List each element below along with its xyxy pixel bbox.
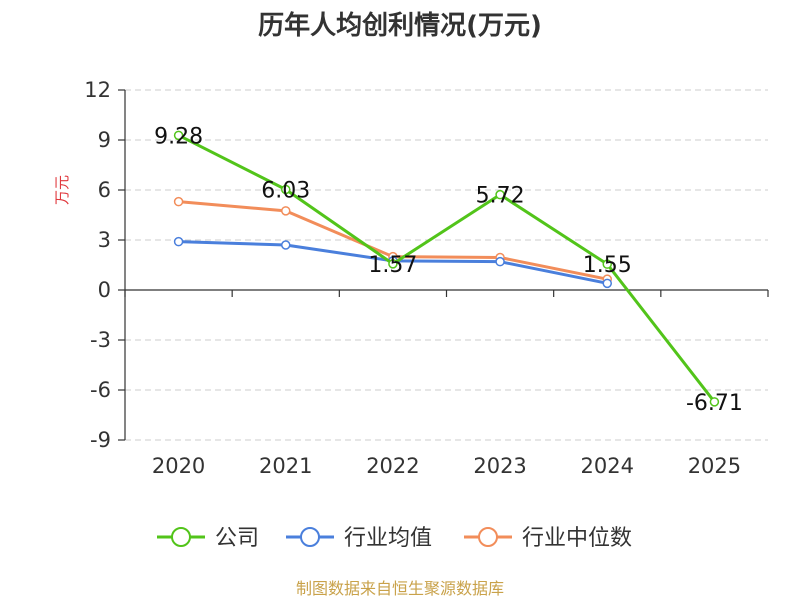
data-label: 5.72	[476, 184, 525, 209]
legend-item-0[interactable]: 公司	[157, 526, 259, 551]
data-labels: 9.28 6.03 1.57 5.72 1.55 -6.71	[154, 124, 743, 416]
data-label: 1.55	[583, 253, 632, 278]
legend-label: 行业均值	[344, 526, 432, 551]
y-tick-label: 12	[84, 78, 111, 102]
data-point[interactable]	[709, 397, 720, 407]
data-point[interactable]	[495, 256, 505, 267]
series-0	[173, 130, 720, 407]
data-point[interactable]	[173, 130, 184, 141]
y-tick-label: 9	[98, 128, 111, 152]
legend-label: 公司	[215, 526, 259, 551]
grid-lines	[125, 89, 768, 441]
legend-label: 行业中位数	[522, 526, 632, 551]
series-layer	[173, 130, 720, 407]
data-point[interactable]	[281, 206, 291, 216]
legend[interactable]: 公司 行业均值 行业中位数	[157, 526, 632, 551]
legend-item-2[interactable]: 行业中位数	[464, 526, 632, 551]
y-tick-label: 0	[98, 278, 111, 302]
axes	[124, 90, 768, 440]
x-axis-ticks: 2020 2021 2022 2023 2024 2025	[124, 290, 769, 478]
legend-marker-icon	[300, 527, 320, 547]
x-tick-label: 2024	[581, 454, 634, 478]
data-point[interactable]	[281, 240, 291, 250]
y-axis-ticks: 12 9 6 3 0 -3 -6 -9	[84, 78, 125, 452]
series-line	[177, 133, 716, 404]
y-tick-label: -3	[90, 328, 111, 352]
legend-marker-icon	[171, 527, 191, 547]
legend-item-1[interactable]: 行业均值	[286, 526, 432, 551]
data-label: 6.03	[261, 179, 310, 204]
y-tick-label: -9	[90, 428, 111, 452]
data-point[interactable]	[173, 236, 184, 247]
source-note: 制图数据来自恒生聚源数据库	[296, 579, 504, 598]
x-tick-label: 2022	[366, 454, 419, 478]
data-label: 1.57	[368, 253, 417, 278]
data-point[interactable]	[602, 259, 612, 269]
data-point[interactable]	[602, 278, 612, 289]
x-tick-label: 2025	[688, 454, 741, 478]
y-axis-label: 万元	[53, 175, 71, 205]
y-tick-label: -6	[90, 378, 111, 402]
data-point[interactable]	[388, 259, 398, 269]
legend-marker-icon	[478, 527, 498, 547]
y-tick-label: 3	[98, 228, 111, 252]
data-point[interactable]	[173, 196, 184, 207]
data-point[interactable]	[495, 189, 505, 200]
chart-title: 历年人均创利情况(万元)	[258, 10, 542, 41]
data-label: 9.28	[154, 124, 203, 149]
data-label: -6.71	[686, 391, 743, 416]
y-tick-label: 6	[98, 178, 111, 202]
x-tick-label: 2023	[473, 454, 526, 478]
data-point[interactable]	[281, 184, 291, 195]
x-tick-label: 2020	[152, 454, 205, 478]
x-tick-label: 2021	[259, 454, 312, 478]
